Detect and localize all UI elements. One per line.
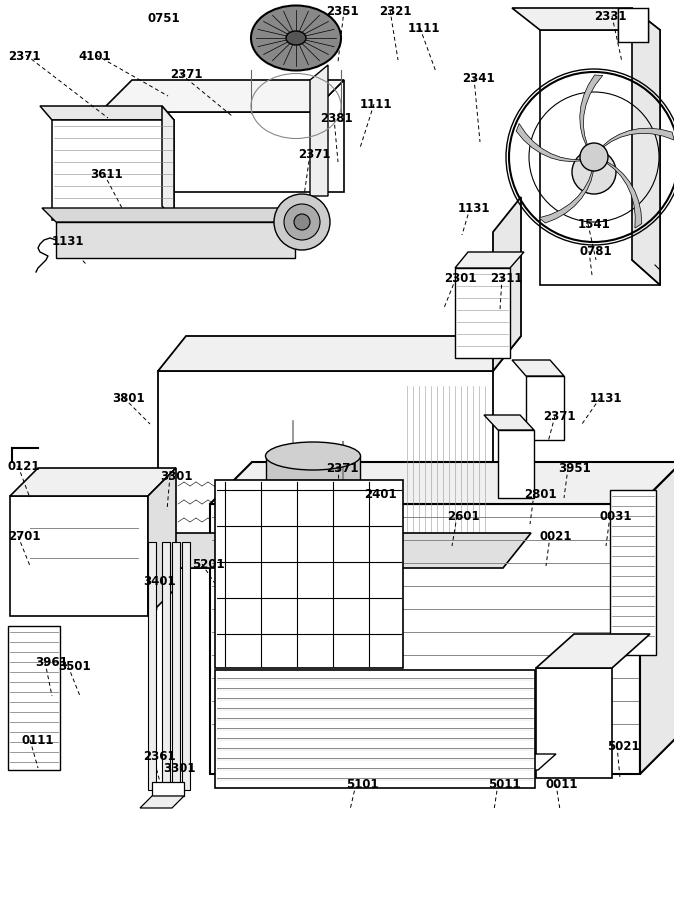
Text: 2371: 2371 (298, 148, 330, 161)
Text: 2331: 2331 (594, 10, 627, 23)
Text: 3401: 3401 (143, 575, 176, 588)
Circle shape (572, 150, 616, 194)
Text: 2601: 2601 (447, 510, 480, 523)
Ellipse shape (266, 442, 361, 470)
Text: 5201: 5201 (192, 558, 224, 571)
Polygon shape (56, 222, 295, 258)
Polygon shape (484, 415, 534, 430)
Polygon shape (162, 542, 170, 790)
Polygon shape (148, 542, 156, 790)
Text: 3801: 3801 (112, 392, 145, 405)
Polygon shape (536, 634, 650, 668)
Text: 3501: 3501 (58, 660, 90, 673)
Circle shape (294, 214, 310, 230)
Text: 2321: 2321 (379, 5, 412, 18)
Polygon shape (182, 542, 190, 790)
Polygon shape (138, 533, 531, 568)
Polygon shape (540, 30, 660, 285)
Polygon shape (618, 8, 648, 42)
Polygon shape (539, 171, 594, 223)
Ellipse shape (286, 31, 306, 45)
Text: 3301: 3301 (163, 762, 195, 775)
Polygon shape (100, 80, 344, 112)
Text: 2381: 2381 (320, 112, 353, 125)
Ellipse shape (251, 5, 341, 70)
Text: 1131: 1131 (52, 235, 84, 248)
Text: 2351: 2351 (326, 5, 359, 18)
Text: 2361: 2361 (143, 750, 176, 763)
Polygon shape (10, 496, 148, 616)
Text: 2401: 2401 (364, 488, 396, 501)
Text: 2371: 2371 (8, 50, 40, 63)
Text: 5101: 5101 (346, 778, 379, 791)
Text: 3611: 3611 (90, 168, 123, 181)
Text: 2341: 2341 (462, 72, 495, 85)
Polygon shape (42, 208, 295, 222)
Polygon shape (640, 462, 674, 774)
Polygon shape (8, 626, 60, 770)
Text: 2371: 2371 (326, 462, 359, 475)
Polygon shape (210, 462, 674, 504)
Text: 3951: 3951 (558, 462, 590, 475)
Circle shape (274, 194, 330, 250)
Text: 2371: 2371 (543, 410, 576, 423)
Polygon shape (158, 371, 493, 568)
Polygon shape (402, 754, 556, 770)
Polygon shape (516, 123, 580, 162)
Polygon shape (148, 468, 176, 616)
Polygon shape (162, 106, 174, 220)
Text: 2371: 2371 (170, 68, 202, 81)
Text: 1131: 1131 (458, 202, 491, 215)
Polygon shape (526, 376, 564, 440)
Polygon shape (455, 268, 510, 358)
Polygon shape (310, 65, 328, 196)
Polygon shape (607, 162, 642, 228)
Polygon shape (580, 75, 603, 146)
Text: 0751: 0751 (148, 12, 181, 25)
Polygon shape (215, 670, 535, 788)
Polygon shape (512, 8, 660, 30)
Circle shape (580, 143, 608, 171)
Polygon shape (10, 468, 176, 496)
Polygon shape (512, 360, 564, 376)
Text: 5011: 5011 (488, 778, 520, 791)
Polygon shape (493, 197, 521, 371)
Polygon shape (210, 504, 640, 774)
Polygon shape (152, 782, 184, 796)
Polygon shape (140, 796, 184, 808)
Polygon shape (536, 668, 612, 778)
Polygon shape (100, 80, 344, 192)
Polygon shape (498, 430, 534, 498)
Polygon shape (632, 8, 660, 285)
Text: 4101: 4101 (78, 50, 111, 63)
Text: 2801: 2801 (524, 488, 557, 501)
Text: 1111: 1111 (408, 22, 441, 35)
Text: 2311: 2311 (490, 272, 522, 285)
Text: 0121: 0121 (8, 460, 40, 473)
Polygon shape (215, 480, 403, 668)
Polygon shape (266, 456, 360, 551)
Text: 3961: 3961 (35, 656, 68, 669)
Polygon shape (172, 542, 180, 790)
Text: 2301: 2301 (444, 272, 477, 285)
Circle shape (284, 204, 320, 240)
Polygon shape (52, 120, 174, 220)
Polygon shape (455, 252, 524, 268)
Text: 0031: 0031 (600, 510, 632, 523)
Polygon shape (158, 336, 521, 371)
Text: 3301: 3301 (160, 470, 193, 483)
Ellipse shape (266, 537, 361, 565)
Polygon shape (603, 128, 674, 147)
Text: 1541: 1541 (578, 218, 611, 231)
Text: 0781: 0781 (579, 245, 611, 258)
Polygon shape (610, 490, 656, 655)
Polygon shape (40, 106, 174, 120)
Text: 0011: 0011 (546, 778, 578, 791)
Text: 1131: 1131 (590, 392, 623, 405)
Text: 2701: 2701 (8, 530, 40, 543)
Text: 0111: 0111 (22, 734, 55, 747)
Text: 5021: 5021 (607, 740, 640, 753)
Text: 1111: 1111 (360, 98, 392, 111)
Text: 0021: 0021 (540, 530, 572, 543)
